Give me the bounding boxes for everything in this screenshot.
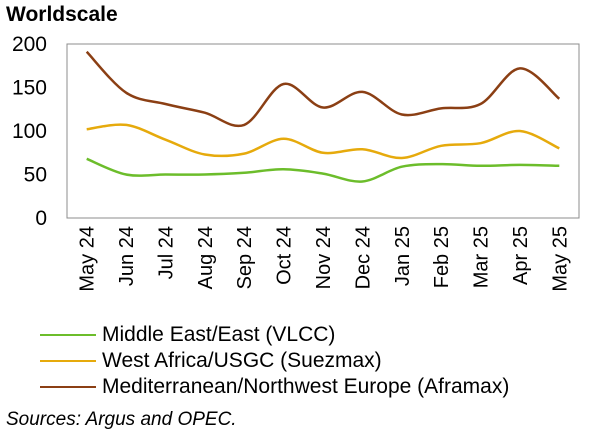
chart-title: Worldscale xyxy=(6,3,118,26)
y-tick-label: 0 xyxy=(35,207,47,230)
plot-area xyxy=(66,43,580,219)
series-line-aframax xyxy=(85,50,561,128)
legend: Middle East/East (VLCC) West Africa/USGC… xyxy=(40,322,509,400)
y-tick-label: 50 xyxy=(24,164,47,187)
legend-swatch-suezmax xyxy=(40,360,96,362)
x-tick-label: May 25 xyxy=(549,226,571,292)
x-tick-label: Feb 25 xyxy=(431,226,453,288)
x-tick-label: Mar 25 xyxy=(471,226,493,288)
x-tick-label: Jul 24 xyxy=(155,226,177,279)
source-note: Sources: Argus and OPEC. xyxy=(6,409,237,430)
x-tick-label: Jun 24 xyxy=(116,226,138,286)
x-tick-label: Nov 24 xyxy=(313,226,335,289)
x-tick-label: Oct 24 xyxy=(274,226,296,285)
y-axis: 0 50 100 150 200 xyxy=(12,33,47,230)
chart: Worldscale 0 50 100 150 200 May 24 Jun 24 Jul … xyxy=(6,3,580,292)
legend-item-suezmax: West Africa/USGC (Suezmax) xyxy=(40,348,509,374)
x-tick-label: Apr 25 xyxy=(510,226,532,285)
legend-swatch-aframax xyxy=(40,386,96,388)
x-tick-label: Sep 24 xyxy=(234,226,256,289)
legend-label-aframax: Mediterranean/Northwest Europe (Aframax) xyxy=(102,375,510,398)
legend-item-vlcc: Middle East/East (VLCC) xyxy=(40,322,509,348)
y-tick-label: 200 xyxy=(12,33,47,56)
legend-label-suezmax: West Africa/USGC (Suezmax) xyxy=(102,349,382,372)
legend-swatch-vlcc xyxy=(40,334,96,336)
x-tick-label: Jan 25 xyxy=(392,226,414,286)
series-line-suezmax xyxy=(86,123,560,160)
x-tick-label: May 24 xyxy=(77,226,99,292)
legend-label-vlcc: Middle East/East (VLCC) xyxy=(102,323,336,346)
y-tick-label: 100 xyxy=(12,120,47,143)
x-tick-label: Dec 24 xyxy=(352,226,374,289)
x-tick-label: Aug 24 xyxy=(195,226,217,289)
series-line-vlcc xyxy=(86,157,560,183)
y-tick-label: 150 xyxy=(12,77,47,100)
x-axis: May 24 Jun 24 Jul 24 Aug 24 Sep 24 Oct 24 Nov … xyxy=(77,226,572,292)
series-lines xyxy=(85,50,561,183)
legend-item-aframax: Mediterranean/Northwest Europe (Aframax) xyxy=(40,374,509,400)
